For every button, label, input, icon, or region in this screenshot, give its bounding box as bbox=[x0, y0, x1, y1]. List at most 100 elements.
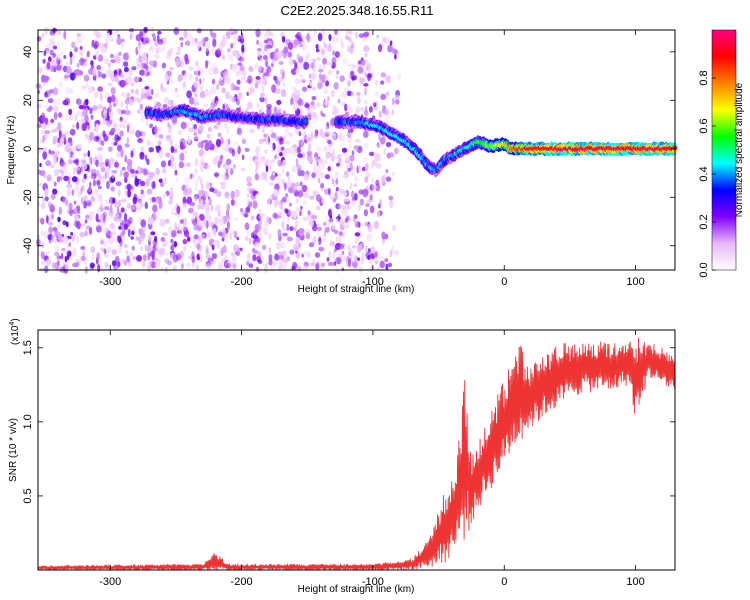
noise-speckle bbox=[335, 36, 339, 43]
noise-speckle bbox=[131, 30, 135, 38]
noise-speckle bbox=[339, 75, 345, 82]
noise-speckle bbox=[326, 257, 330, 262]
noise-speckle bbox=[263, 72, 270, 77]
x-tick-label: 100 bbox=[626, 276, 644, 288]
noise-speckle bbox=[120, 258, 125, 264]
noise-speckle bbox=[239, 65, 245, 72]
noise-speckle bbox=[52, 188, 58, 195]
noise-speckle bbox=[366, 198, 373, 203]
noise-speckle bbox=[155, 101, 161, 108]
noise-speckle bbox=[184, 40, 191, 46]
noise-speckle bbox=[352, 64, 358, 69]
noise-speckle bbox=[190, 173, 195, 179]
noise-speckle bbox=[205, 48, 210, 57]
noise-speckle bbox=[296, 146, 301, 154]
noise-speckle bbox=[241, 44, 245, 53]
noise-speckle bbox=[63, 236, 69, 244]
noise-speckle bbox=[68, 108, 73, 116]
noise-speckle bbox=[62, 220, 67, 226]
noise-speckle bbox=[76, 63, 80, 68]
noise-speckle bbox=[106, 171, 110, 179]
noise-speckle bbox=[353, 192, 358, 200]
noise-speckle bbox=[345, 154, 350, 162]
noise-speckle bbox=[327, 144, 332, 152]
noise-speckle bbox=[232, 141, 239, 147]
noise-speckle bbox=[103, 47, 108, 53]
noise-speckle bbox=[199, 251, 202, 258]
ridge-mark bbox=[303, 118, 309, 124]
noise-speckle bbox=[214, 216, 219, 225]
noise-speckle bbox=[65, 61, 69, 66]
noise-speckle bbox=[304, 103, 310, 108]
noise-speckle bbox=[227, 204, 230, 211]
noise-speckle bbox=[64, 256, 68, 263]
noise-speckle bbox=[363, 45, 370, 53]
noise-speckle bbox=[129, 98, 133, 107]
noise-speckle bbox=[151, 196, 156, 203]
noise-speckle bbox=[363, 209, 368, 217]
noise-speckle bbox=[367, 254, 371, 261]
noise-speckle bbox=[164, 96, 168, 104]
noise-speckle bbox=[226, 126, 230, 135]
noise-speckle bbox=[46, 174, 52, 181]
noise-speckle bbox=[83, 74, 90, 82]
noise-speckle bbox=[311, 172, 316, 179]
noise-speckle bbox=[193, 234, 199, 240]
noise-speckle bbox=[112, 197, 116, 204]
noise-speckle bbox=[291, 265, 296, 271]
noise-speckle bbox=[335, 75, 339, 80]
noise-speckle bbox=[77, 191, 82, 198]
noise-speckle bbox=[265, 59, 269, 68]
noise-speckle bbox=[44, 117, 49, 126]
noise-speckle bbox=[283, 182, 287, 191]
noise-speckle bbox=[82, 250, 86, 257]
noise-speckle bbox=[298, 227, 305, 237]
noise-speckle bbox=[76, 37, 83, 44]
noise-speckle bbox=[213, 172, 220, 178]
noise-speckle bbox=[218, 212, 225, 219]
noise-speckle bbox=[182, 188, 188, 197]
noise-speckle bbox=[51, 262, 56, 269]
noise-speckle bbox=[139, 235, 145, 243]
noise-speckle bbox=[345, 224, 350, 229]
noise-speckle bbox=[249, 128, 255, 134]
noise-speckle bbox=[43, 50, 47, 57]
noise-speckle bbox=[120, 100, 124, 108]
noise-speckle bbox=[203, 103, 208, 108]
spectrogram-x-axis-label: Height of straight line (km) bbox=[298, 284, 415, 295]
noise-speckle bbox=[277, 159, 283, 167]
noise-speckle bbox=[194, 92, 198, 98]
noise-speckle bbox=[141, 37, 144, 43]
noise-speckle bbox=[90, 196, 96, 202]
noise-speckle bbox=[303, 61, 310, 70]
noise-speckle bbox=[320, 110, 323, 116]
noise-speckle bbox=[348, 30, 353, 35]
noise-speckle bbox=[53, 112, 58, 121]
noise-speckle bbox=[385, 169, 389, 174]
noise-speckle bbox=[211, 32, 217, 39]
noise-speckle bbox=[212, 38, 217, 48]
noise-speckle bbox=[324, 174, 331, 180]
noise-speckle bbox=[159, 247, 165, 255]
noise-speckle bbox=[118, 226, 122, 230]
noise-speckle bbox=[389, 40, 393, 46]
noise-speckle bbox=[168, 199, 173, 205]
noise-speckle bbox=[79, 46, 83, 50]
noise-speckle bbox=[379, 260, 385, 269]
noise-speckle bbox=[252, 254, 257, 262]
noise-speckle bbox=[164, 218, 170, 224]
noise-speckle bbox=[341, 220, 347, 227]
noise-speckle bbox=[216, 47, 222, 54]
noise-speckle bbox=[107, 146, 113, 152]
noise-speckle bbox=[259, 57, 263, 63]
noise-speckle bbox=[364, 52, 368, 58]
noise-speckle bbox=[358, 77, 365, 85]
noise-speckle bbox=[323, 145, 328, 152]
noise-speckle bbox=[169, 139, 174, 146]
noise-speckle bbox=[95, 169, 100, 177]
snr-x-ticks: -300 -200 -100 0 100 bbox=[99, 330, 645, 588]
noise-speckle bbox=[347, 244, 351, 251]
noise-speckle bbox=[262, 263, 268, 268]
noise-speckle bbox=[135, 57, 139, 65]
noise-speckle bbox=[178, 229, 183, 237]
